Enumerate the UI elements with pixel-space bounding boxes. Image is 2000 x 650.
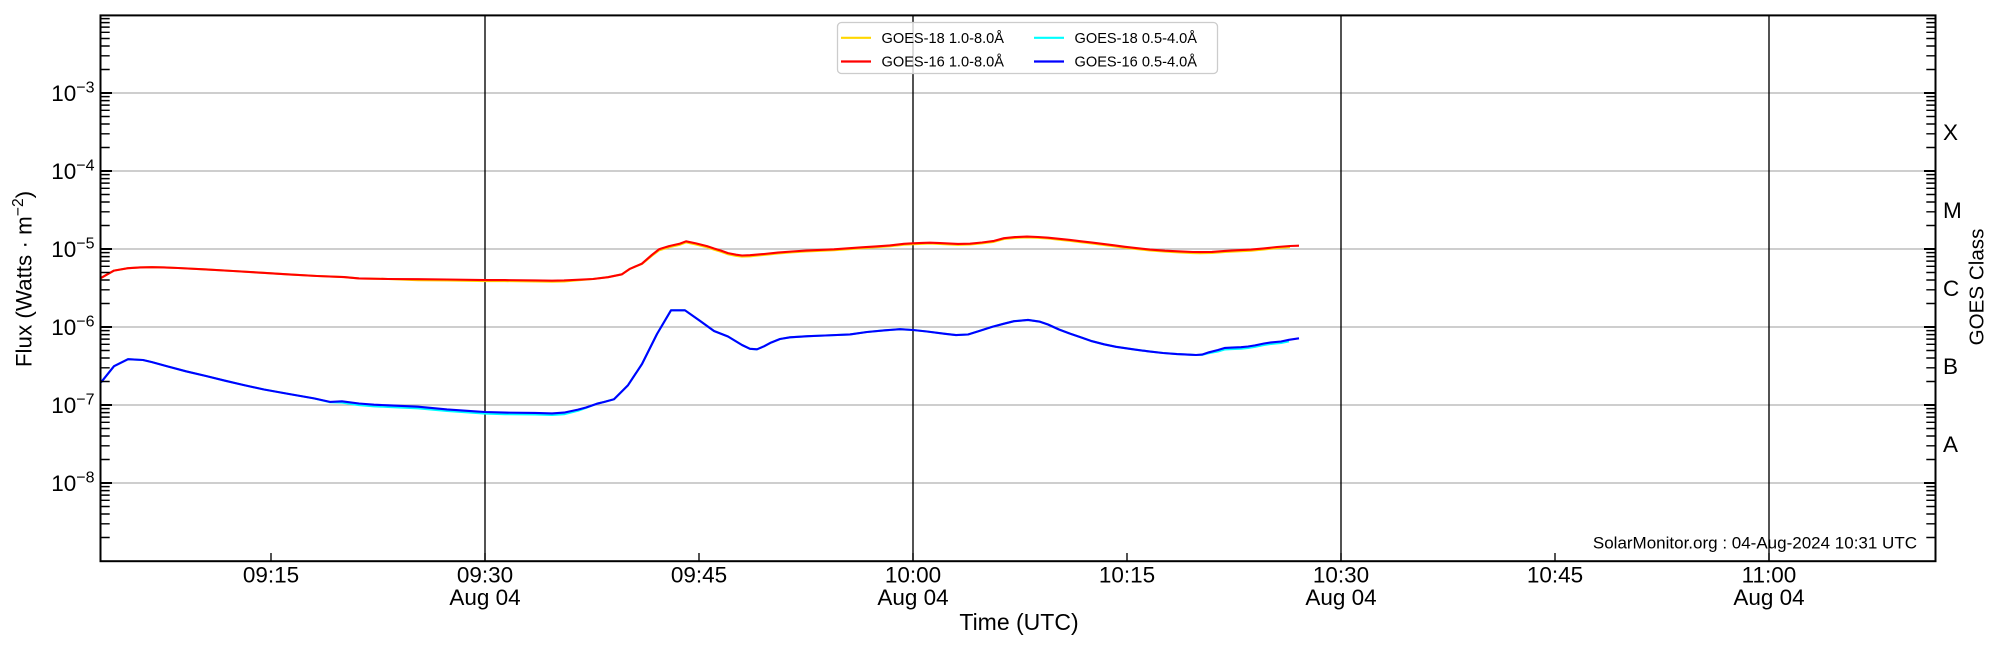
svg-text:GOES Class: GOES Class [1966,229,1989,346]
svg-text:GOES-16 1.0-8.0Å: GOES-16 1.0-8.0Å [882,54,1005,71]
svg-text:09:45: 09:45 [671,563,727,588]
svg-text:11:00: 11:00 [1742,563,1797,588]
svg-text:Flux (Watts · m−2): Flux (Watts · m−2) [10,191,37,367]
svg-text:Aug 04: Aug 04 [1733,585,1804,610]
svg-text:GOES-18 0.5-4.0Å: GOES-18 0.5-4.0Å [1075,30,1198,47]
svg-text:Time (UTC): Time (UTC) [959,609,1078,635]
svg-text:10−3: 10−3 [51,80,94,107]
svg-text:10:00: 10:00 [885,563,941,588]
svg-text:10:45: 10:45 [1527,563,1583,588]
svg-text:X: X [1943,120,1958,145]
svg-text:A: A [1943,432,1958,457]
svg-text:GOES-16 0.5-4.0Å: GOES-16 0.5-4.0Å [1075,54,1198,71]
svg-text:GOES-18 1.0-8.0Å: GOES-18 1.0-8.0Å [882,30,1005,47]
svg-text:10−8: 10−8 [51,470,94,497]
svg-text:Aug 04: Aug 04 [1305,585,1376,610]
svg-text:Aug 04: Aug 04 [877,585,948,610]
svg-text:09:15: 09:15 [243,563,299,588]
svg-text:09:30: 09:30 [457,563,513,588]
svg-text:B: B [1943,354,1958,379]
svg-text:C: C [1943,276,1959,301]
svg-text:10:15: 10:15 [1099,563,1155,588]
svg-text:10:30: 10:30 [1313,563,1369,588]
svg-text:Aug 04: Aug 04 [449,585,520,610]
svg-text:10−7: 10−7 [51,392,94,419]
svg-text:M: M [1943,198,1962,223]
svg-text:SolarMonitor.org : 04-Aug-2024: SolarMonitor.org : 04-Aug-2024 10:31 UTC [1593,534,1917,553]
